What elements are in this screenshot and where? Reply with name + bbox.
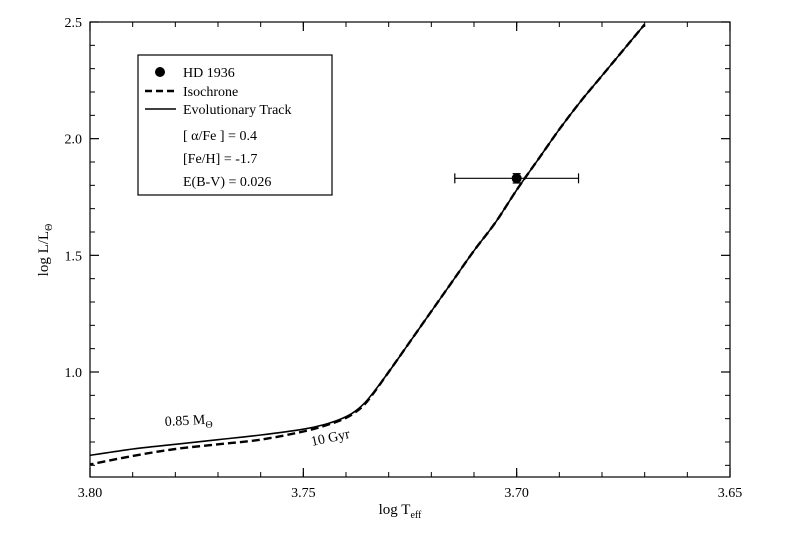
y-axis-label: log L/LΘ [36, 224, 55, 277]
y-axis-label-main: log L/L [36, 231, 52, 276]
data-point-layer [454, 173, 580, 184]
age-annotation: 10 Gyr [310, 427, 352, 450]
y-axis-ticks: 1.0 1.5 2.0 2.5 [65, 16, 730, 466]
y-tick-label: 2.5 [65, 16, 83, 31]
legend: HD 1936 Isochrone Evolutionary Track [ α… [137, 54, 333, 196]
legend-param-ebv: E(B-V) = 0.026 [183, 175, 271, 190]
series-layer [90, 23, 646, 466]
x-tick-label: 3.75 [291, 486, 316, 501]
legend-dot-marker [155, 67, 165, 77]
y-tick-label: 1.0 [65, 366, 83, 381]
x-tick-label: 3.70 [504, 486, 529, 501]
legend-param-fe-h: [Fe/H] = -1.7 [183, 152, 257, 167]
x-tick-label: 3.65 [718, 486, 743, 501]
x-axis-ticks: 3.80 3.75 3.70 3.65 [78, 22, 743, 501]
x-axis-label-sub: eff [410, 510, 422, 521]
legend-param-alpha-fe: [ α/Fe ] = 0.4 [183, 129, 257, 144]
y-axis-label-sub: Θ [44, 224, 55, 231]
legend-entry-track: Evolutionary Track [183, 103, 292, 118]
x-tick-label: 3.80 [78, 486, 103, 501]
y-tick-label: 2.0 [65, 133, 83, 148]
x-axis-label: log Teff [379, 502, 422, 521]
mass-annotation-main: 0.85 M [164, 413, 206, 430]
mass-annotation: 0.85 MΘ [164, 413, 213, 433]
plot-frame [89, 21, 731, 478]
x-axis-label-main: log T [379, 502, 411, 518]
legend-box [137, 54, 333, 196]
mass-annotation-sub: Θ [205, 420, 213, 431]
legend-entry-isochrone: Isochrone [183, 85, 238, 100]
y-tick-label: 1.5 [65, 249, 83, 264]
hd1936-data-point [511, 173, 522, 184]
isochrone-line [90, 23, 646, 466]
legend-entry-point: HD 1936 [183, 66, 235, 81]
